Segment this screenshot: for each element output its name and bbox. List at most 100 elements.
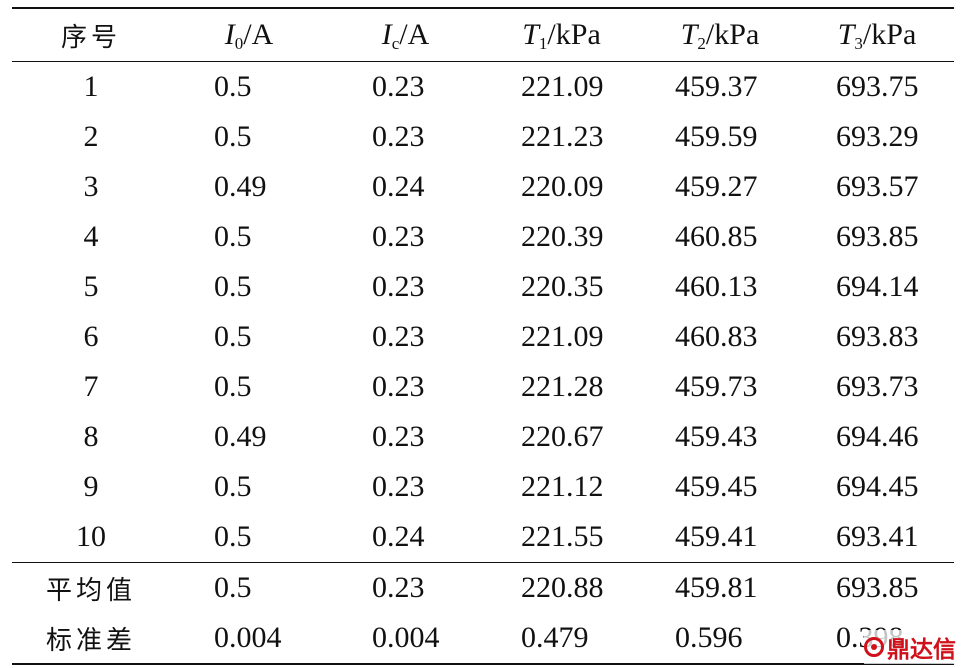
watermark: 鼎达信	[864, 630, 956, 664]
table-row: 2 0.5 0.23 221.23 459.59 693.29	[12, 112, 954, 162]
table-row-label: 2	[83, 120, 99, 153]
table-cell: 221.28	[521, 370, 604, 403]
table-cell: 0.49	[214, 170, 267, 203]
table-row-label: 9	[83, 470, 99, 503]
table-cell: 221.09	[521, 320, 604, 353]
table-cell: 0.24	[372, 170, 425, 203]
table-cell: 0.49	[214, 420, 267, 453]
table-cell: 0.5	[214, 120, 252, 153]
table-cell: 0.5	[214, 370, 252, 403]
table-row-label: 4	[83, 220, 99, 253]
table-row: 4 0.5 0.23 220.39 460.85 693.85	[12, 212, 954, 262]
summary-row: 平均值 0.5 0.23 220.88 459.81 693.85	[12, 563, 954, 613]
table-cell: 220.88	[521, 571, 604, 604]
table-row: 7 0.5 0.23 221.28 459.73 693.73	[12, 362, 954, 412]
table-cell: 459.37	[675, 70, 758, 103]
data-table: 序号 I0/A Ic/A T1/kPa T2/kPa T3/kPa 1 0.5 0.…	[12, 7, 954, 665]
table-cell: 0.23	[372, 270, 425, 303]
table-cell: 0.5	[214, 320, 252, 353]
table-cell: 693.83	[836, 320, 919, 353]
table-cell: 0.24	[372, 520, 425, 553]
table-cell: 460.13	[675, 270, 758, 303]
table-cell: 0.23	[372, 220, 425, 253]
table-cell: 459.81	[675, 571, 758, 604]
table-cell: 0.596	[675, 621, 743, 654]
table-row-label: 7	[83, 370, 99, 403]
table-row: 6 0.5 0.23 221.09 460.83 693.83	[12, 312, 954, 362]
table-row: 8 0.49 0.23 220.67 459.43 694.46	[12, 412, 954, 462]
table-row-label: 5	[83, 270, 99, 303]
table-cell: 221.55	[521, 520, 604, 553]
table-row: 9 0.5 0.23 221.12 459.45 694.45	[12, 462, 954, 512]
header-index: 序号	[60, 22, 121, 53]
table-row-label: 1	[83, 70, 99, 103]
table-cell: 460.83	[675, 320, 758, 353]
table-cell: 693.75	[836, 70, 919, 103]
table-cell: 220.35	[521, 270, 604, 303]
table-cell: 694.45	[836, 470, 919, 503]
table-cell: 693.85	[836, 220, 919, 253]
header-ic: Ic/A	[381, 18, 430, 53]
table-cell: 0.23	[372, 571, 425, 604]
table-cell: 0.23	[372, 120, 425, 153]
table-cell: 0.23	[372, 470, 425, 503]
header-t3: T3/kPa	[837, 18, 917, 53]
table-cell: 0.23	[372, 70, 425, 103]
table-cell: 220.67	[521, 420, 604, 453]
table-row: 5 0.5 0.23 220.35 460.13 694.14	[12, 262, 954, 312]
table-row-label: 10	[76, 520, 106, 553]
top-rule	[12, 7, 954, 9]
watermark-logo-icon	[864, 637, 884, 657]
header-t1: T1/kPa	[522, 18, 601, 53]
summary-row-label: 平均值	[45, 575, 136, 606]
table-row: 1 0.5 0.23 221.09 459.37 693.75	[12, 62, 954, 112]
table-cell: 694.14	[836, 270, 919, 303]
table-row: 10 0.5 0.24 221.55 459.41 693.41	[12, 512, 954, 562]
table-cell: 694.46	[836, 420, 919, 453]
table-cell: 693.41	[836, 520, 919, 553]
table-row-label: 3	[83, 170, 99, 203]
table-cell: 0.5	[214, 70, 252, 103]
table-cell: 459.73	[675, 370, 758, 403]
header-i0: I0/A	[224, 18, 274, 53]
table-cell: 0.5	[214, 220, 252, 253]
table-row-label: 6	[83, 320, 99, 353]
table-summary: 平均值 0.5 0.23 220.88 459.81 693.85 标准差 0.004 0.00…	[12, 563, 954, 663]
header-row: 序号 I0/A Ic/A T1/kPa T2/kPa T3/kPa	[12, 9, 954, 61]
table-cell: 0.23	[372, 320, 425, 353]
table-cell: 221.09	[521, 70, 604, 103]
table-cell: 459.45	[675, 470, 758, 503]
table-cell: 220.09	[521, 170, 604, 203]
header-rule	[12, 61, 954, 62]
table-cell: 0.004	[372, 621, 440, 654]
table-row: 3 0.49 0.24 220.09 459.27 693.57	[12, 162, 954, 212]
table-cell: 459.41	[675, 520, 758, 553]
table-cell: 221.23	[521, 120, 604, 153]
table-cell: 0.004	[214, 621, 282, 654]
table-cell: 0.23	[372, 420, 425, 453]
table-cell: 0.479	[521, 621, 589, 654]
table-cell: 0.5	[214, 270, 252, 303]
table-cell: 0.5	[214, 571, 252, 604]
summary-row-label: 标准差	[45, 625, 136, 656]
bottom-rule	[12, 663, 954, 665]
table-row-label: 8	[83, 420, 99, 453]
table-body: 1 0.5 0.23 221.09 459.37 693.75 2 0.5 0.23 221.23…	[12, 62, 954, 562]
watermark-text: 鼎达信	[887, 637, 956, 663]
table-cell: 460.85	[675, 220, 758, 253]
table-cell: 0.23	[372, 370, 425, 403]
table-cell: 221.12	[521, 470, 604, 503]
table-cell: 693.73	[836, 370, 919, 403]
table-cell: 693.85	[836, 571, 919, 604]
table-cell: 693.29	[836, 120, 919, 153]
table-cell: 0.5	[214, 520, 252, 553]
table-cell: 459.27	[675, 170, 758, 203]
header-t2: T2/kPa	[680, 18, 760, 53]
table-cell: 0.5	[214, 470, 252, 503]
summary-rule	[12, 562, 954, 563]
table-cell: 220.39	[521, 220, 604, 253]
table-cell: 459.59	[675, 120, 758, 153]
table-cell: 459.43	[675, 420, 758, 453]
table-cell: 693.57	[836, 170, 919, 203]
